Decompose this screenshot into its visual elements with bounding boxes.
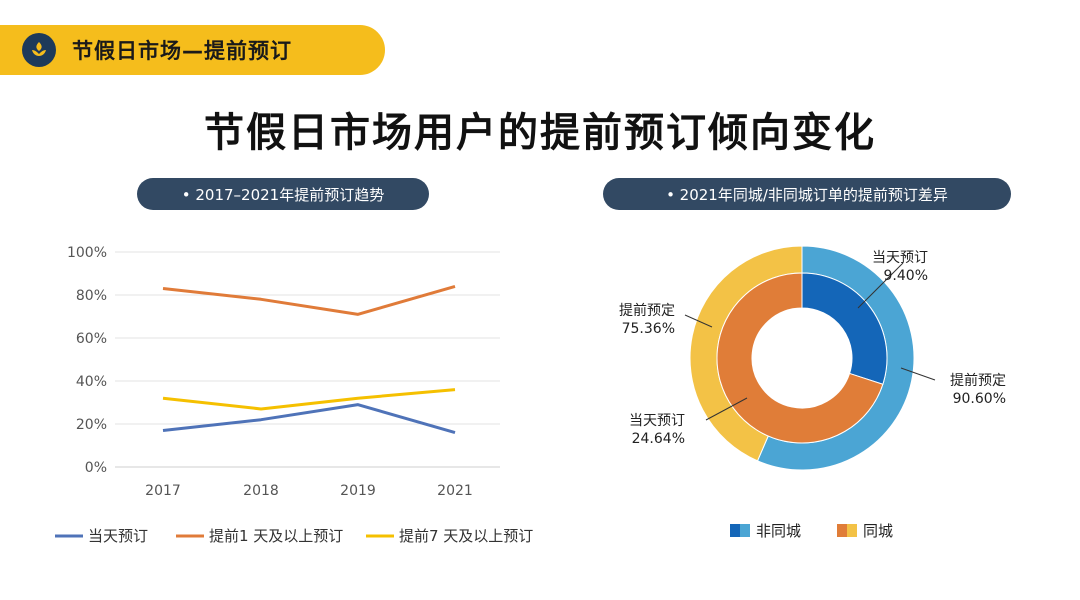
donut-chart: 当天预订 9.40% 提前预定 90.60% 提前预定 75.36% 当天预订 24.64% 非…	[619, 245, 1006, 540]
inner-slice	[801, 272, 888, 385]
legend-swatch	[740, 524, 750, 537]
legend-label: 非同城	[756, 522, 801, 540]
series-line	[162, 388, 456, 411]
x-tick-label: 2021	[437, 483, 473, 499]
donut-chart-title: • 2021年同城/非同城订单的提前预订差异	[603, 178, 1011, 210]
x-tick-label: 2019	[340, 483, 376, 499]
header-tag: 节假日市场—提前预订	[0, 25, 385, 75]
slice-label: 当天预订	[629, 413, 685, 429]
line-chart: 0% 20% 40% 60% 80% 100% 2017 2018 2019 2021 当天预订 提前…	[55, 245, 533, 545]
legend-label: 同城	[863, 522, 893, 540]
series-line	[162, 284, 456, 316]
y-tick-label: 60%	[76, 331, 107, 347]
y-tick-label: 40%	[76, 374, 107, 390]
slice-label: 提前预定	[619, 302, 675, 319]
page-title: 节假日市场用户的提前预订倾向变化	[204, 110, 876, 156]
legend-label: 当天预订	[88, 527, 148, 545]
y-tick-label: 100%	[67, 245, 107, 261]
slice-label: 提前预定	[950, 372, 1006, 389]
inner-slice	[716, 272, 884, 444]
leader-line	[684, 314, 713, 328]
legend-swatch	[847, 524, 857, 537]
legend-swatch	[730, 524, 740, 537]
leader-line	[705, 397, 748, 421]
header-title: 节假日市场—提前预订	[72, 39, 292, 63]
line-chart-title: • 2017–2021年提前预订趋势	[137, 178, 429, 210]
legend-label: 提前7 天及以上预订	[399, 527, 533, 545]
legend-label: 提前1 天及以上预订	[209, 527, 343, 545]
x-tick-label: 2018	[243, 483, 279, 499]
slice-value: 24.64%	[632, 431, 685, 447]
slice-value: 90.60%	[953, 391, 1006, 407]
y-tick-label: 20%	[76, 417, 107, 433]
y-tick-label: 0%	[85, 460, 107, 476]
logo-icon	[22, 33, 56, 67]
slice-label: 当天预订	[872, 250, 928, 266]
series-line	[162, 403, 456, 435]
slice-value: 9.40%	[884, 268, 928, 284]
slice-value: 75.36%	[622, 321, 675, 337]
legend-swatch	[837, 524, 847, 537]
x-tick-label: 2017	[145, 483, 181, 499]
leader-line	[900, 367, 936, 381]
leader-line	[857, 262, 904, 309]
y-tick-label: 80%	[76, 288, 107, 304]
